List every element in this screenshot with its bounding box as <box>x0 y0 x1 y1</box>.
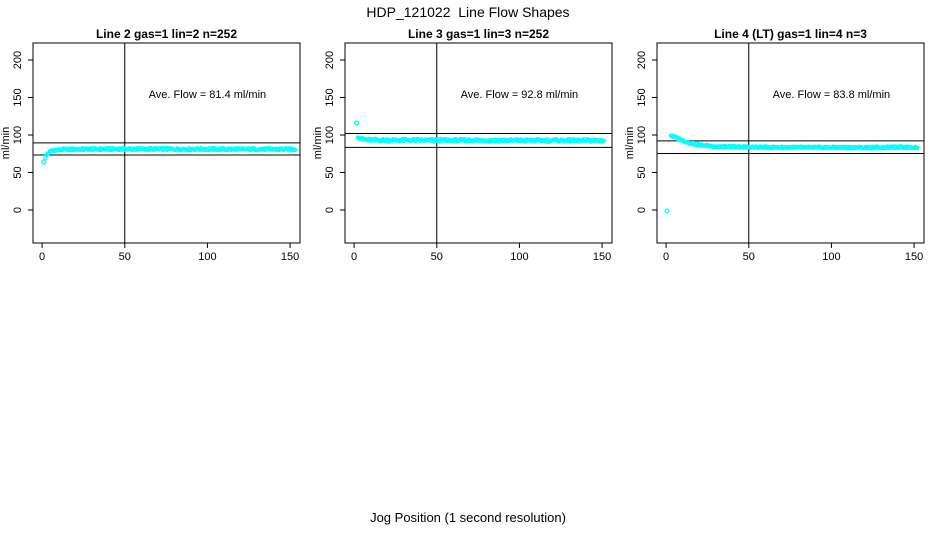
x-tick-label: 150 <box>593 251 611 263</box>
data-point <box>292 147 298 153</box>
x-tick-label: 0 <box>351 251 357 263</box>
panel-line-4-plot: 0 50 100 150 0 50 100 150 200 ml/min Ave. Flow = 8… <box>624 42 925 263</box>
y-tick-label: 0 <box>12 207 24 213</box>
outlier-point <box>41 159 47 165</box>
x-axis-label: Jog Position (1 second resolution) <box>370 510 566 525</box>
ave-flow-annotation: Ave. Flow = 81.4 ml/min <box>149 89 266 101</box>
x-tick-label: 150 <box>905 251 923 263</box>
x-tick-label: 100 <box>822 251 840 263</box>
panel-line-3-plot: 0 50 100 150 0 50 100 150 200 ml/min Ave. Flow = 9… <box>312 42 613 263</box>
y-tick-label: 50 <box>636 166 648 178</box>
y-tick-label: 100 <box>12 126 24 144</box>
y-tick-label: 0 <box>636 207 648 213</box>
y-tick-label: 100 <box>636 126 648 144</box>
x-tick-label: 50 <box>431 251 443 263</box>
x-tick-label: 100 <box>510 251 528 263</box>
y-tick-label: 200 <box>324 51 336 69</box>
y-axis-label: ml/min <box>312 127 324 159</box>
x-tick-label: 0 <box>39 251 45 263</box>
y-axis-label: ml/min <box>624 127 636 159</box>
panel-title: Line 3 gas=1 lin=3 n=252 <box>407 27 550 41</box>
y-tick-label: 100 <box>324 126 336 144</box>
panel-title: Line 2 gas=1 lin=2 n=252 <box>95 27 238 41</box>
ave-flow-annotation: Ave. Flow = 83.8 ml/min <box>773 89 890 101</box>
x-tick-label: 150 <box>281 251 299 263</box>
x-tick-label: 50 <box>743 251 755 263</box>
panel-line-2: 0 50 100 150 0 50 100 150 200 ml/min Ave. Flow = 8… <box>0 22 312 282</box>
panel-line-2-plot: 0 50 100 150 0 50 100 150 200 ml/min Ave. Flow = 8… <box>0 42 301 263</box>
y-tick-label: 0 <box>324 207 336 213</box>
y-tick-label: 150 <box>12 88 24 106</box>
panel-line-3: 0 50 100 150 0 50 100 150 200 ml/min Ave. Flow = 9… <box>312 22 624 282</box>
data-series <box>353 120 607 144</box>
y-tick-label: 200 <box>12 51 24 69</box>
data-series <box>664 133 920 214</box>
figure-title: HDP_121022 Line Flow Shapes <box>366 4 570 20</box>
x-tick-label: 100 <box>198 251 216 263</box>
x-tick-label: 0 <box>663 251 669 263</box>
y-tick-label: 50 <box>12 166 24 178</box>
data-point <box>915 145 920 151</box>
panel-title: Line 4 (LT) gas=1 lin=4 n=3 <box>714 27 867 41</box>
ave-flow-annotation: Ave. Flow = 92.8 ml/min <box>461 89 578 101</box>
x-tick-label: 50 <box>119 251 131 263</box>
panel-line-4: 0 50 100 150 0 50 100 150 200 ml/min Ave. Flow = 8… <box>624 22 936 282</box>
y-axis-label: ml/min <box>0 127 12 159</box>
data-point <box>601 138 607 143</box>
plot-box <box>344 42 613 244</box>
outlier-point <box>353 120 360 126</box>
outlier-point <box>664 208 670 214</box>
y-tick-label: 150 <box>324 88 336 106</box>
y-tick-label: 200 <box>636 51 648 69</box>
plot-box <box>656 42 925 244</box>
data-series <box>41 145 298 165</box>
y-tick-label: 50 <box>324 166 336 178</box>
y-tick-label: 150 <box>636 88 648 106</box>
